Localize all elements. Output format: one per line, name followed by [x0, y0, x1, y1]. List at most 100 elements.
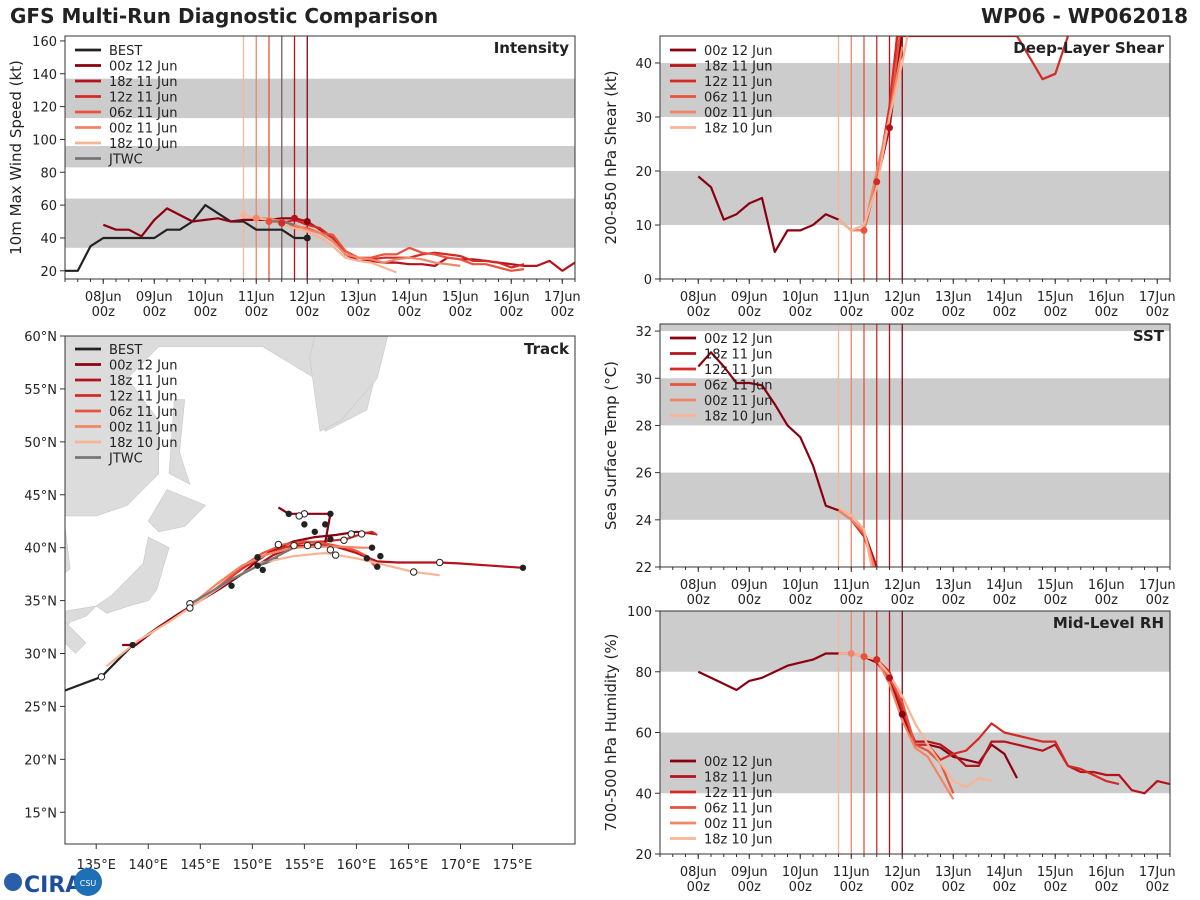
- shear-init-marker: [860, 226, 868, 234]
- rh-xtick-day: 12Jun: [884, 865, 921, 880]
- track-legend-label: 18z 10 Jun: [109, 436, 178, 451]
- track-plot-area: [65, 336, 575, 844]
- intensity-xtick-day: 11Jun: [238, 290, 275, 305]
- rh-xtick-hour: 00z: [840, 880, 864, 895]
- track-title: Track: [524, 340, 570, 358]
- sst-xtick-day: 08Jun: [680, 578, 717, 593]
- intensity-xtick-hour: 00z: [449, 305, 473, 320]
- track-position-open: [340, 536, 348, 544]
- track-position-open: [303, 541, 312, 550]
- track-xtick-label: 160°E: [337, 858, 377, 873]
- land-mass: [65, 621, 87, 654]
- shear-xtick-day: 11Jun: [833, 290, 870, 305]
- figure-title: GFS Multi-Run Diagnostic Comparison: [10, 4, 439, 28]
- track-xtick-label: 165°E: [389, 858, 429, 873]
- shear-legend-label: 12z 11 Jun: [704, 75, 773, 90]
- sst-xtick-day: 13Jun: [935, 578, 972, 593]
- sst-panel: 22242628303208Jun00z09Jun00z10Jun00z11Ju…: [602, 323, 1176, 608]
- rh-legend-label: 18z 10 Jun: [704, 833, 773, 848]
- shear-series-line: [837, 36, 909, 232]
- intensity-plot-area: [65, 36, 575, 279]
- rh-series-line: [888, 677, 1170, 795]
- intensity-ytick-label: 80: [40, 166, 57, 181]
- shear-xtick-hour: 00z: [738, 305, 762, 320]
- track-position-filled: [285, 510, 292, 517]
- track-position-open: [331, 551, 340, 559]
- track-legend-label: 18z 11 Jun: [109, 374, 178, 389]
- sst-legend-label: 00z 12 Jun: [704, 332, 773, 347]
- rh-xtick-day: 13Jun: [935, 865, 972, 880]
- intensity-series-line: [65, 204, 308, 272]
- intensity-legend-label: 00z 12 Jun: [109, 60, 178, 75]
- sst-xtick-hour: 00z: [1146, 593, 1170, 608]
- sst-xtick-day: 14Jun: [986, 578, 1023, 593]
- track-position-open: [326, 546, 335, 554]
- track-position-filled: [519, 564, 527, 571]
- rh-legend-label: 18z 11 Jun: [704, 771, 773, 786]
- land-mass: [147, 489, 207, 533]
- track-position-filled: [259, 566, 266, 574]
- shear-ytick-label: 20: [635, 165, 652, 180]
- track-ytick-label: 30°N: [24, 648, 57, 663]
- track-position-filled: [327, 536, 334, 543]
- track-panel: 135°E 140°E 145°E 150°E 155°E 160°E 165°E 170°E…: [24, 330, 576, 873]
- sst-xtick-day: 17Jun: [1139, 578, 1176, 593]
- sst-xtick-hour: 00z: [840, 593, 864, 608]
- intensity-xtick-hour: 00z: [92, 305, 116, 320]
- track-position-filled: [129, 641, 136, 649]
- rh-ylabel: 700-500 hPa Humidity (%): [602, 633, 620, 831]
- sst-xtick-hour: 00z: [891, 593, 915, 608]
- intensity-legend-label: 06z 11 Jun: [109, 106, 178, 121]
- rh-xtick-day: 09Jun: [731, 865, 768, 880]
- shear-ytick-label: 10: [635, 219, 652, 234]
- sst-ytick-label: 26: [635, 467, 652, 482]
- shear-xtick-day: 12Jun: [884, 290, 921, 305]
- track-position-filled: [301, 521, 308, 528]
- rh-xtick-hour: 00z: [993, 880, 1017, 895]
- sst-band: [660, 378, 1170, 426]
- shear-xtick-hour: 00z: [687, 305, 711, 320]
- track-position-open: [409, 568, 418, 576]
- track-frame: [64, 335, 576, 845]
- track-position-open: [314, 541, 322, 550]
- rh-init-marker: [886, 674, 893, 682]
- intensity-ytick-label: 40: [40, 232, 57, 247]
- intensity-band: [65, 146, 575, 168]
- track-ytick-label: 15°N: [24, 806, 57, 821]
- rh-xtick-day: 14Jun: [986, 865, 1023, 880]
- intensity-init-marker: [252, 214, 260, 222]
- rh-xtick-day: 11Jun: [833, 865, 870, 880]
- shear-xtick-day: 09Jun: [731, 290, 768, 305]
- intensity-ylabel: 10m Max Wind Speed (kt): [7, 60, 25, 255]
- track-position-open: [186, 604, 194, 612]
- track-position-filled: [228, 582, 235, 589]
- intensity-ytick-label: 100: [32, 133, 57, 148]
- intensity-xtick-day: 13Jun: [340, 290, 377, 305]
- shear-xtick-hour: 00z: [789, 305, 813, 320]
- shear-legend-label: 18z 11 Jun: [704, 60, 773, 75]
- track-position-filled: [254, 553, 261, 561]
- shear-xtick-hour: 00z: [1095, 305, 1119, 320]
- intensity-title: Intensity: [494, 39, 570, 57]
- shear-series-line: [851, 46, 904, 232]
- track-legend-label: JTWC: [108, 452, 143, 467]
- rh-init-marker: [898, 710, 906, 718]
- rh-xtick-day: 15Jun: [1037, 865, 1074, 880]
- track-xtick-label: 155°E: [285, 858, 325, 873]
- shear-xtick-hour: 00z: [1146, 305, 1170, 320]
- sst-title: SST: [1133, 327, 1165, 345]
- shear-band: [660, 171, 1170, 225]
- track-position-filled: [377, 552, 384, 560]
- intensity-xtick-hour: 00z: [500, 305, 524, 320]
- rh-legend-label: 06z 11 Jun: [704, 802, 773, 817]
- track-line: [199, 540, 377, 602]
- intensity-panel: 2040608010012014016008Jun00z09Jun00z10Ju…: [7, 35, 581, 320]
- track-position-filled: [322, 521, 329, 528]
- rh-legend-label: 00z 12 Jun: [704, 755, 773, 770]
- track-line: [105, 551, 440, 668]
- rh-xtick-hour: 00z: [942, 880, 966, 895]
- storm-id: WP06 - WP062018: [981, 4, 1188, 28]
- shear-panel: 01020304008Jun00z09Jun00z10Jun00z11Jun00…: [602, 35, 1176, 320]
- track-position-open: [357, 530, 366, 538]
- sst-xtick-day: 09Jun: [731, 578, 768, 593]
